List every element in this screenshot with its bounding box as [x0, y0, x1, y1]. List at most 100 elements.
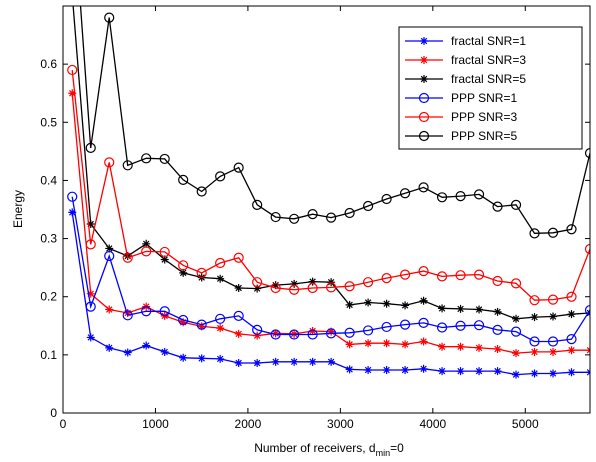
data-point	[86, 220, 95, 229]
series-line	[71, 69, 590, 301]
data-point	[455, 191, 466, 202]
data-point	[253, 331, 262, 340]
data-point	[105, 305, 114, 314]
data-point	[473, 189, 485, 200]
data-point	[253, 358, 262, 367]
data-point	[290, 357, 299, 366]
data-point	[105, 343, 114, 352]
data-point	[215, 171, 226, 182]
y-tick-label: 0	[50, 406, 57, 420]
legend-label: fractal SNR=3	[451, 53, 526, 67]
data-point	[455, 270, 466, 281]
series-1	[68, 89, 590, 358]
data-point	[271, 329, 280, 338]
data-point	[510, 326, 522, 337]
data-point	[345, 340, 354, 349]
legend-marker	[418, 111, 430, 123]
legend-box	[398, 26, 583, 150]
data-point	[233, 310, 244, 322]
data-point	[196, 186, 207, 197]
data-point	[105, 244, 114, 253]
data-point	[475, 305, 484, 314]
data-point	[327, 327, 336, 336]
series-4	[67, 64, 590, 306]
data-point	[344, 281, 355, 292]
data-point	[68, 89, 77, 98]
legend-label: fractal SNR=1	[451, 34, 526, 48]
data-point	[216, 324, 225, 333]
data-point	[549, 369, 558, 378]
data-point	[216, 354, 225, 363]
data-point	[418, 182, 429, 193]
data-point	[215, 257, 226, 269]
y-tick-label: 0.6	[40, 57, 57, 71]
data-point	[123, 308, 132, 317]
data-point	[547, 227, 559, 238]
legend-label: PPP SNR=3	[451, 110, 517, 124]
data-point	[326, 282, 337, 293]
data-point	[584, 148, 590, 159]
series-layer	[67, 6, 590, 379]
data-point	[363, 277, 374, 288]
data-point	[308, 327, 317, 336]
data-point	[123, 348, 132, 357]
legend: fractal SNR=1 fractal SNR=3 fractal SNR=5 P…	[398, 26, 583, 150]
data-point	[547, 294, 559, 305]
data-point	[493, 367, 502, 376]
data-point	[419, 364, 428, 373]
data-point	[142, 239, 151, 248]
data-point	[307, 209, 318, 220]
y-tick-label: 0.2	[40, 290, 57, 304]
y-axis-label: Energy	[11, 190, 25, 228]
data-point	[196, 319, 207, 330]
data-point	[549, 312, 558, 321]
data-point	[401, 301, 410, 310]
data-point	[142, 341, 151, 350]
data-point	[344, 207, 355, 219]
data-point	[363, 200, 374, 212]
data-point	[456, 342, 465, 351]
tick-layer: 0 1000 2000 3000 4000 5000 0 0.1 0.2 0.3 0.4 0.5 0.6	[40, 6, 590, 431]
x-tick-label: 3000	[327, 417, 354, 431]
data-point	[475, 343, 484, 352]
data-point	[418, 266, 429, 277]
data-point	[492, 324, 503, 335]
data-point	[197, 354, 206, 363]
data-point	[363, 325, 374, 336]
data-point	[456, 304, 465, 313]
data-point	[399, 269, 411, 280]
data-point	[510, 278, 522, 289]
y-tick-label: 0.3	[40, 232, 57, 246]
data-point	[584, 304, 590, 316]
data-point	[381, 321, 392, 333]
data-point	[86, 289, 95, 298]
data-point	[289, 329, 300, 340]
legend-marker	[420, 75, 428, 83]
data-point	[512, 314, 521, 323]
data-point	[401, 365, 410, 374]
data-point	[529, 336, 540, 347]
data-point	[215, 313, 226, 324]
data-point	[549, 347, 558, 356]
data-point	[85, 301, 96, 312]
data-point	[141, 246, 152, 257]
data-point	[326, 212, 337, 223]
legend-label: fractal SNR=5	[451, 72, 526, 86]
legend-marker	[418, 130, 430, 142]
data-point	[179, 268, 188, 277]
data-point	[566, 224, 577, 235]
x-axis-label: Number of receivers, dmin=0	[254, 441, 404, 458]
x-tick-label: 5000	[512, 417, 539, 431]
data-point	[438, 304, 447, 313]
data-point	[419, 337, 428, 346]
data-point	[530, 369, 539, 378]
data-point	[530, 347, 539, 356]
data-point	[493, 307, 502, 316]
data-point	[382, 365, 391, 374]
legend-label: PPP SNR=5	[451, 129, 517, 143]
data-point	[512, 349, 521, 358]
data-point	[234, 283, 243, 292]
data-point	[270, 211, 281, 223]
data-point	[178, 174, 189, 185]
